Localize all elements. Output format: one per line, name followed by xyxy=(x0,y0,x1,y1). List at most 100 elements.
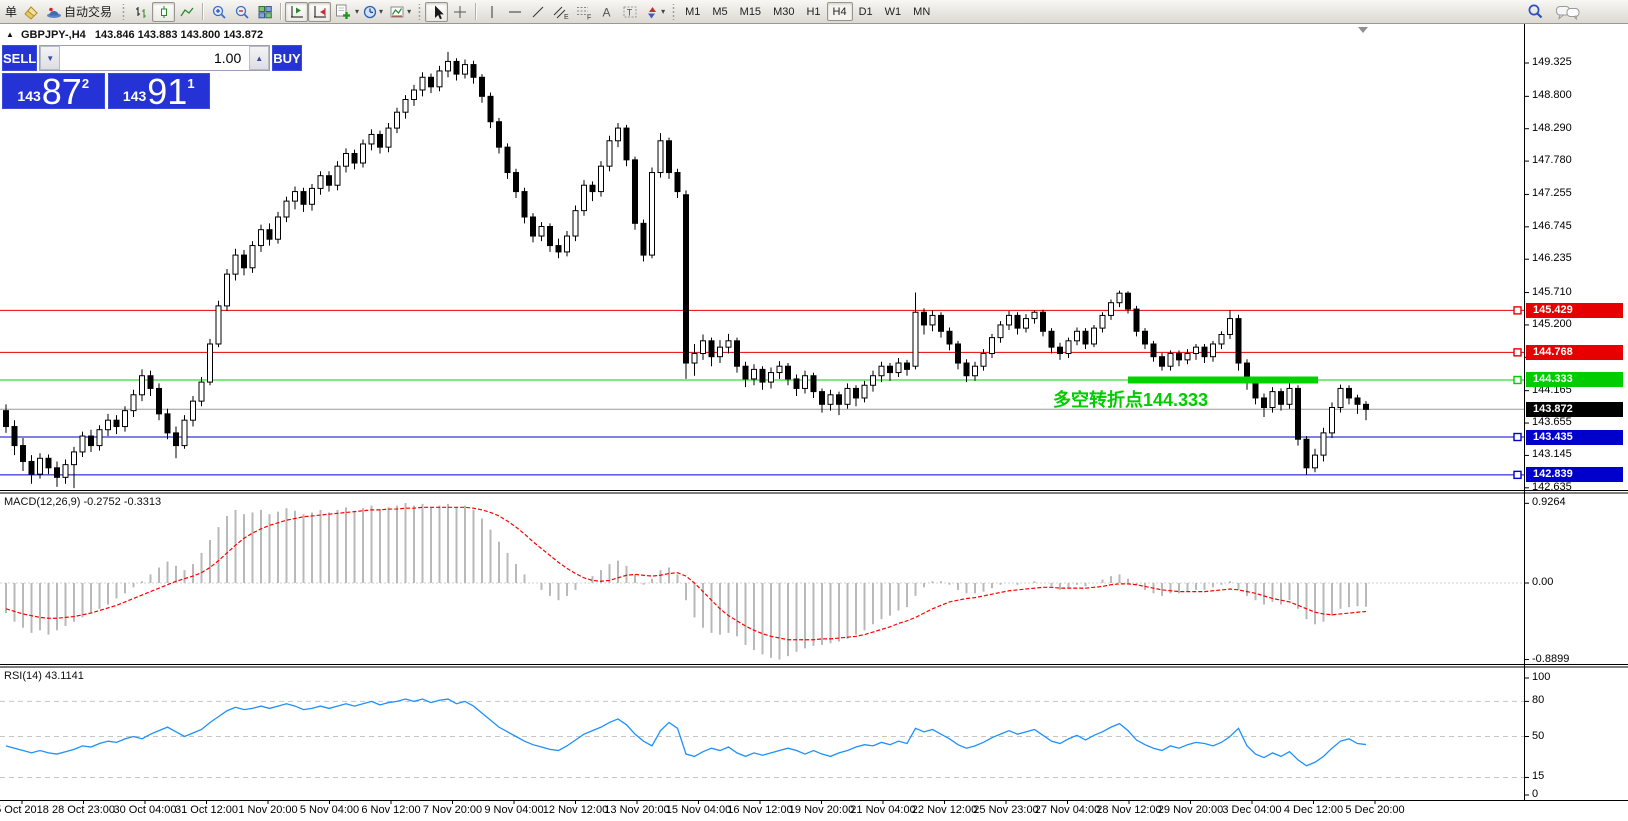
toolbar-separator xyxy=(202,3,204,20)
zoom-out-button[interactable] xyxy=(230,2,253,22)
candle-body xyxy=(751,368,757,380)
candle-body xyxy=(844,387,851,405)
timeframe-m5-button[interactable]: M5 xyxy=(712,5,728,18)
candle-body xyxy=(79,435,86,453)
arrows-tool-button[interactable]: ▾ xyxy=(641,2,668,22)
candle-body xyxy=(37,457,43,475)
chart-shift-button[interactable] xyxy=(285,1,309,22)
volume-decrease-button[interactable]: ▼ xyxy=(40,46,61,70)
templates-button[interactable]: ▾ xyxy=(386,2,414,22)
text-tool-button[interactable]: A xyxy=(595,2,618,22)
candle-body xyxy=(1099,314,1106,329)
buy-price[interactable]: 143 91 1 xyxy=(107,73,210,110)
date-label: 30 Oct 04:00 xyxy=(113,804,177,816)
crosshair-tool-button[interactable] xyxy=(448,2,471,22)
candle-body xyxy=(1354,397,1361,405)
candle-body xyxy=(980,353,987,367)
candle-body xyxy=(1040,311,1046,332)
price-tick-label: 142.635 xyxy=(1532,480,1572,493)
horizontal-line-tool-button[interactable] xyxy=(503,2,526,22)
zoom-out-icon xyxy=(235,5,249,19)
fibonacci-tool-button[interactable]: F xyxy=(572,2,595,22)
candle-body xyxy=(683,194,689,364)
toolbar-grip xyxy=(671,3,677,20)
text-label-tool-button[interactable]: T xyxy=(618,2,641,22)
candle-body xyxy=(258,229,264,247)
buy-button[interactable]: BUY xyxy=(272,45,302,71)
candle-body xyxy=(1006,314,1012,326)
zoom-in-button[interactable] xyxy=(207,2,230,22)
tile-windows-button[interactable] xyxy=(253,2,276,22)
candle-body xyxy=(581,184,587,212)
date-label: 9 Nov 04:00 xyxy=(484,804,544,816)
candle-body xyxy=(139,375,145,396)
equidistant-channel-tool-button[interactable]: E xyxy=(549,2,572,22)
date-label: 27 Nov 04:00 xyxy=(1034,804,1101,816)
candle-body xyxy=(615,127,621,142)
bar-chart-button[interactable] xyxy=(129,2,152,22)
volume-input[interactable] xyxy=(60,46,250,70)
timeframe-m30-button[interactable]: M30 xyxy=(773,5,795,18)
cursor-tool-button[interactable] xyxy=(425,1,449,22)
price-tick-label: 148.800 xyxy=(1532,89,1572,102)
trendline-tool-button[interactable] xyxy=(526,2,549,22)
candle-body xyxy=(1227,318,1233,335)
timeframe-w1-button[interactable]: W1 xyxy=(884,5,902,18)
line-chart-button[interactable] xyxy=(175,2,198,22)
search-button[interactable] xyxy=(1524,2,1547,22)
date-label: 25 Nov 23:00 xyxy=(973,804,1039,816)
candlestick-chart-button[interactable] xyxy=(152,1,176,22)
candle-body xyxy=(904,362,910,370)
sell-price-figure: 143 xyxy=(17,88,41,104)
vertical-line-tool-button[interactable] xyxy=(480,2,503,22)
candle-body xyxy=(496,121,502,148)
periods-button[interactable]: ▾ xyxy=(359,2,386,22)
timeframe-d1-button[interactable]: D1 xyxy=(858,5,873,18)
price-badge: 145.429 xyxy=(1526,302,1623,318)
candle-body xyxy=(164,413,171,434)
candle-body xyxy=(1278,391,1284,405)
candle-body xyxy=(972,365,978,377)
auto-trading-button[interactable]: 自动交易 xyxy=(42,2,118,22)
fibonacci-icon: F xyxy=(576,6,591,20)
candle-body xyxy=(1176,353,1182,361)
date-label: 5 Dec 20:00 xyxy=(1345,804,1405,816)
toolbar-left-label[interactable]: 单 xyxy=(5,5,18,19)
arrows-dropdown[interactable]: ▾ xyxy=(661,7,666,16)
timeframe-m15-button[interactable]: M15 xyxy=(739,5,762,18)
candle-body xyxy=(870,375,876,386)
candle-body xyxy=(819,391,825,405)
eraser-button[interactable] xyxy=(19,2,42,22)
volume-increase-button[interactable]: ▲ xyxy=(249,46,270,70)
sell-price[interactable]: 143 87 2 xyxy=(2,73,105,110)
sell-price-point: 2 xyxy=(81,76,90,91)
templates-dropdown[interactable]: ▾ xyxy=(407,7,412,16)
toolbar-grip xyxy=(121,3,127,20)
timeframe-mn-button[interactable]: MN xyxy=(913,5,931,18)
sell-button[interactable]: SELL xyxy=(2,45,38,71)
timeframe-m1-button[interactable]: M1 xyxy=(685,5,701,18)
timeframe-h4-button[interactable]: H4 xyxy=(826,2,853,21)
timeframe-h1-button[interactable]: H1 xyxy=(806,5,821,18)
new-chart-button[interactable] xyxy=(331,2,354,22)
candle-body xyxy=(513,172,519,193)
new-chart-dropdown[interactable]: ▾ xyxy=(355,7,360,16)
trendline-icon xyxy=(532,6,543,17)
candle-body xyxy=(1031,311,1038,320)
candle-body xyxy=(249,245,256,269)
chart-shift-marker xyxy=(1358,27,1368,33)
candle-body xyxy=(708,340,715,358)
periods-dropdown[interactable]: ▾ xyxy=(379,7,384,16)
date-label: 29 Nov 20:00 xyxy=(1157,804,1224,816)
community-chat-button[interactable] xyxy=(1553,2,1583,22)
horizontal-line-icon xyxy=(508,11,521,12)
chart-autoscroll-button[interactable] xyxy=(308,1,332,22)
candle-body xyxy=(1337,387,1344,408)
rsi-tick-label: 0 xyxy=(1532,788,1539,800)
candle-body xyxy=(1320,432,1327,456)
candle-body xyxy=(1023,318,1029,329)
candle-body xyxy=(300,191,307,205)
candle-body xyxy=(538,226,545,237)
